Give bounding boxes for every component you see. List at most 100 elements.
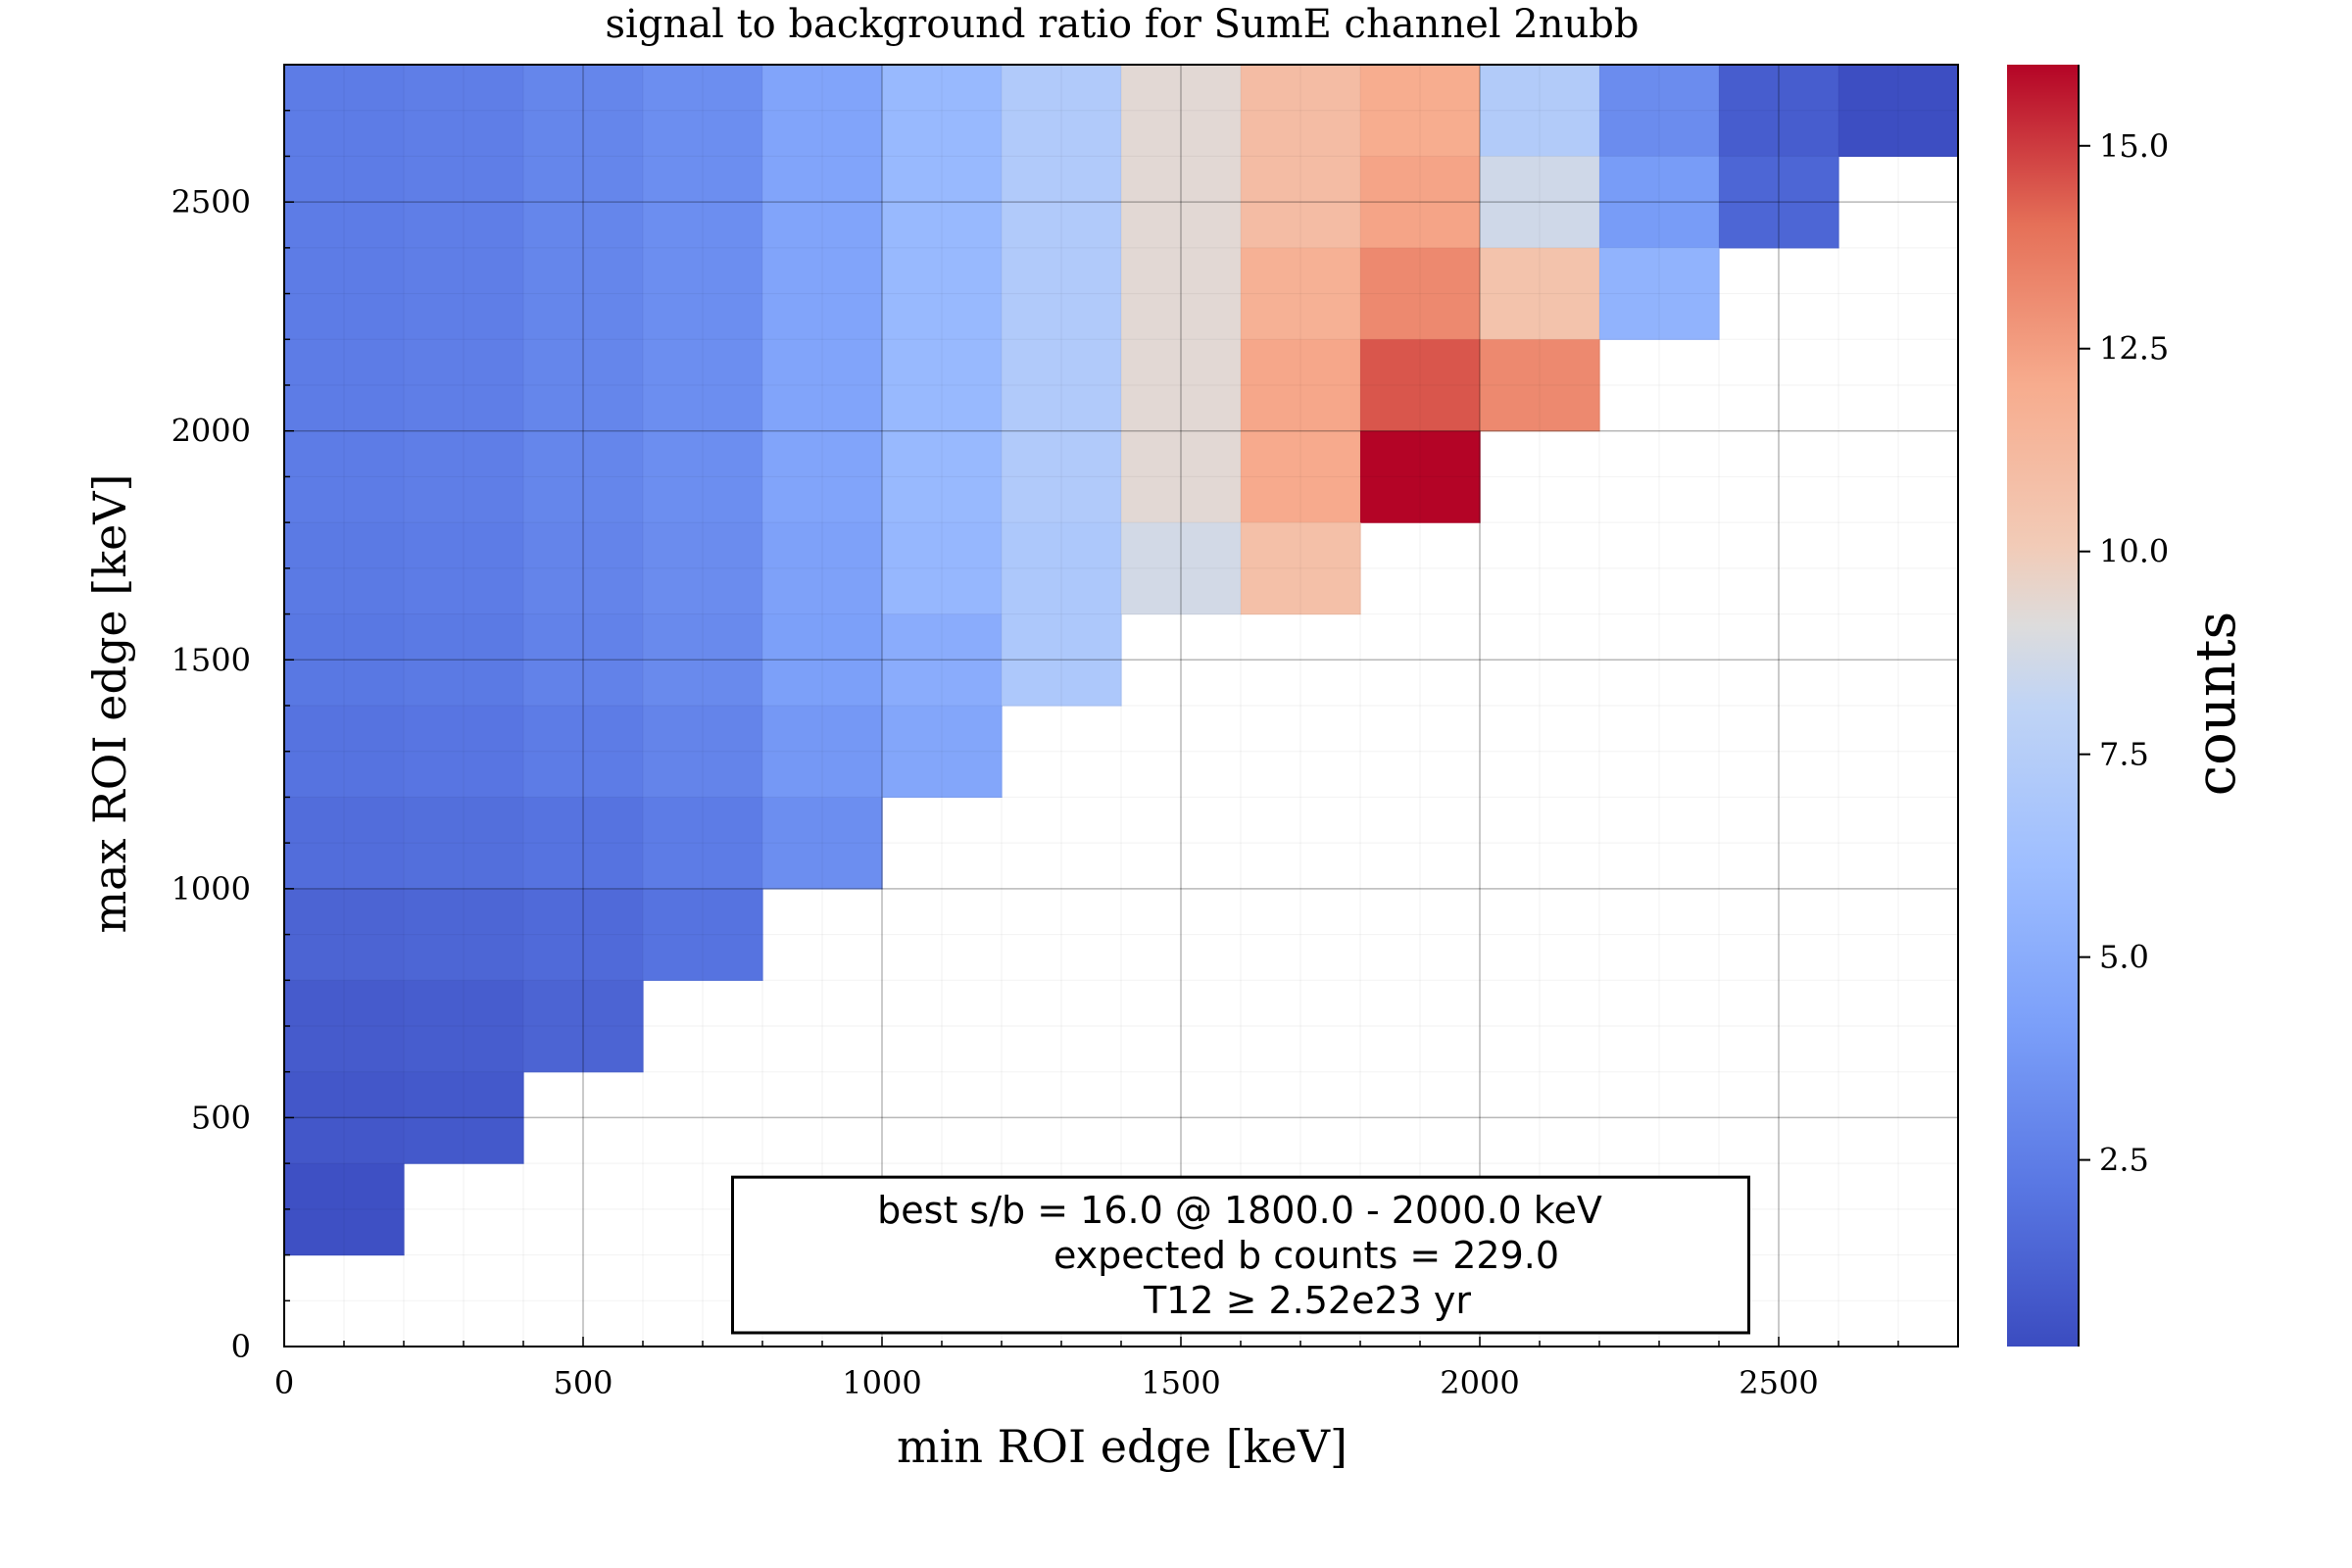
heatmap-cell	[523, 156, 644, 249]
heatmap-cell	[523, 430, 644, 523]
heatmap-cell	[882, 247, 1003, 340]
heatmap-cell	[523, 613, 644, 707]
heatmap-cell	[404, 1071, 524, 1164]
heatmap-cell	[523, 247, 644, 340]
heatmap-cell	[404, 706, 524, 799]
heatmap-cell	[523, 65, 644, 158]
heatmap-cell	[284, 613, 405, 707]
x-tick-label: 2500	[1739, 1364, 1818, 1401]
heatmap-cell	[882, 156, 1003, 249]
heatmap-cell	[882, 613, 1003, 707]
heatmap-cell	[1121, 522, 1242, 615]
heatmap-cell	[1838, 65, 1959, 158]
y-tick-label: 1500	[172, 641, 251, 678]
colorbar-tick-label: 12.5	[2099, 330, 2169, 368]
heatmap-cell	[762, 430, 883, 523]
heatmap-cell	[1719, 65, 1839, 158]
heatmap-cell	[762, 339, 883, 432]
colorbar	[2007, 65, 2079, 1347]
heatmap-cell	[523, 797, 644, 890]
heatmap-cell	[643, 797, 763, 890]
annotation-frame	[731, 1175, 1750, 1335]
heatmap-cell	[762, 65, 883, 158]
y-tick-label: 2000	[172, 413, 251, 450]
grid-lines	[284, 65, 1958, 1347]
heatmap-cell	[284, 888, 405, 981]
y-tick-label: 1000	[172, 870, 251, 907]
heatmap-cell	[284, 156, 405, 249]
colorbar-tick-label: 7.5	[2099, 736, 2149, 773]
y-axis-label: max ROI edge [keV]	[83, 474, 136, 934]
heatmap-cell	[1719, 156, 1839, 249]
heatmap-cell	[1599, 247, 1720, 340]
colorbar-ticks: 2.5 5.0 7.5 10.0 12.5 15.0	[2079, 127, 2169, 1179]
heatmap-cell	[643, 613, 763, 707]
heatmap-cell	[643, 339, 763, 432]
heatmap-cell	[523, 980, 644, 1073]
heatmap-cell	[404, 430, 524, 523]
heatmap-cell	[1241, 522, 1361, 615]
annotation-line-3: T12 ≥ 2.52e23 yr	[1143, 1279, 1471, 1322]
heatmap-cell	[1599, 156, 1720, 249]
heatmap-cell	[1360, 430, 1481, 523]
x-tick-label: 0	[274, 1364, 294, 1401]
heatmap-cell	[1241, 156, 1361, 249]
heatmap-cell	[1002, 247, 1122, 340]
heatmap-cell	[882, 430, 1003, 523]
heatmap-cell	[523, 339, 644, 432]
heatmap-cell	[1480, 339, 1600, 432]
heatmap-cell	[1002, 339, 1122, 432]
x-tick-label: 2000	[1440, 1364, 1519, 1401]
x-axis-label: min ROI edge [keV]	[897, 1420, 1348, 1473]
heatmap-cell	[1241, 247, 1361, 340]
heatmap-cell	[643, 156, 763, 249]
heatmap-cell	[1002, 430, 1122, 523]
heatmap-cell	[762, 797, 883, 890]
heatmap-cell	[284, 65, 405, 158]
heatmap-cell	[284, 522, 405, 615]
heatmap-cell	[882, 522, 1003, 615]
heatmap-cell	[1121, 156, 1242, 249]
heatmap-cell	[1241, 430, 1361, 523]
x-tick-label: 1000	[842, 1364, 921, 1401]
heatmap-cell	[404, 888, 524, 981]
heatmap-cell	[284, 339, 405, 432]
heatmap-cell	[1360, 339, 1481, 432]
heatmap-cell	[1002, 65, 1122, 158]
annotation-line-1: best s/b = 16.0 @ 1800.0 - 2000.0 keV	[877, 1189, 1602, 1232]
heatmap-cell	[1121, 65, 1242, 158]
colorbar-tick-label: 15.0	[2099, 127, 2169, 165]
heatmap-cell	[284, 1163, 405, 1256]
annotation-box: best s/b = 16.0 @ 1800.0 - 2000.0 keV ex…	[731, 1175, 1750, 1335]
heatmap-cell	[284, 430, 405, 523]
heatmap-cell	[1121, 339, 1242, 432]
heatmap-cell	[643, 247, 763, 340]
annotation-line-2: expected b counts = 229.0	[1054, 1234, 1559, 1277]
heatmap-cell	[643, 888, 763, 981]
heatmap-cell	[284, 706, 405, 799]
heatmap-cell	[643, 522, 763, 615]
heatmap-cell	[1121, 247, 1242, 340]
heatmap-cells	[284, 65, 1959, 1256]
y-tick-label: 0	[231, 1328, 251, 1365]
x-tick-label: 500	[553, 1364, 612, 1401]
heatmap-cell	[643, 706, 763, 799]
heatmap-cell	[1599, 65, 1720, 158]
heatmap-cell	[762, 613, 883, 707]
heatmap-cell	[404, 797, 524, 890]
chart-title: signal to background ratio for SumE chan…	[606, 2, 1640, 47]
heatmap-cell	[882, 339, 1003, 432]
heatmap-cell	[404, 339, 524, 432]
heatmap-cell	[523, 706, 644, 799]
heatmap-cell	[284, 247, 405, 340]
heatmap-cell	[1480, 247, 1600, 340]
colorbar-tick-label: 2.5	[2099, 1142, 2149, 1179]
heatmap-cell	[1121, 430, 1242, 523]
heatmap-cell	[643, 65, 763, 158]
heatmap-cell	[1480, 156, 1600, 249]
heatmap-cell	[1002, 522, 1122, 615]
heatmap-cell	[1360, 156, 1481, 249]
heatmap-cell	[1480, 65, 1600, 158]
colorbar-tick-label: 10.0	[2099, 533, 2169, 570]
heatmap-cell	[882, 706, 1003, 799]
